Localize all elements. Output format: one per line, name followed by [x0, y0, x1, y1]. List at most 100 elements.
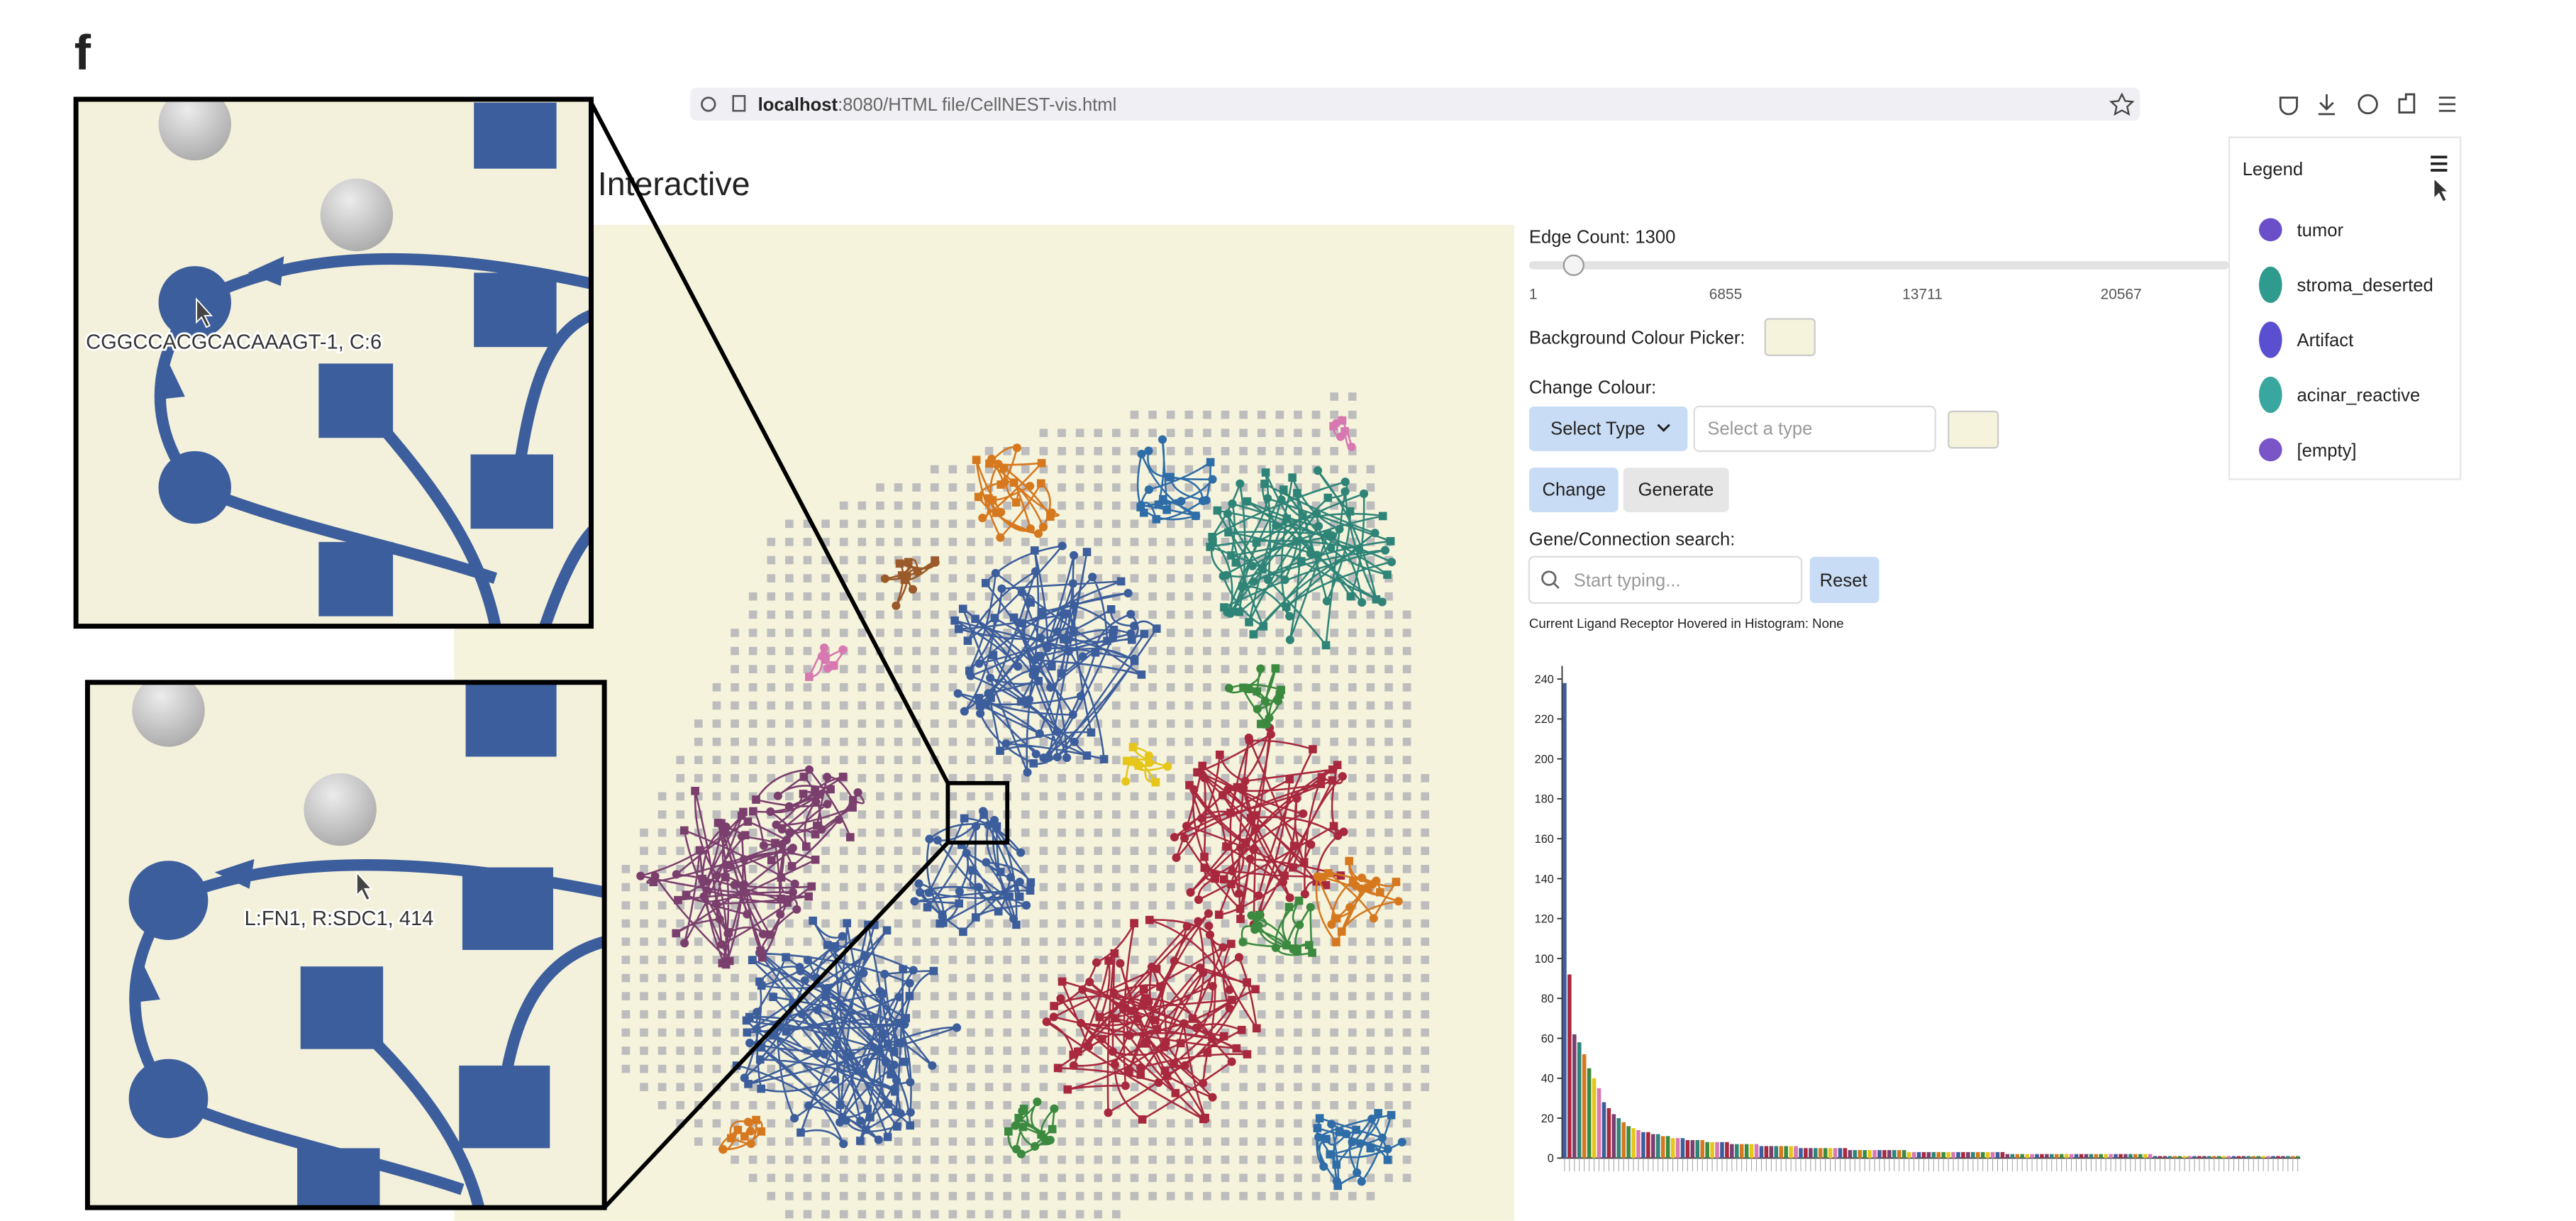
- histogram-bar[interactable]: [1720, 1142, 1724, 1159]
- generate-button[interactable]: [1623, 468, 1729, 512]
- histogram-bar[interactable]: [1735, 1144, 1739, 1159]
- histogram-bar[interactable]: [2138, 1154, 2143, 1159]
- histogram-bar[interactable]: [1660, 1136, 1665, 1159]
- histogram-bar[interactable]: [1818, 1148, 1823, 1159]
- histogram-bar[interactable]: [1685, 1139, 1690, 1159]
- histogram-bar[interactable]: [2025, 1154, 2029, 1159]
- histogram-bar[interactable]: [2281, 1156, 2285, 1159]
- histogram-bar[interactable]: [2128, 1154, 2133, 1159]
- histogram-bar[interactable]: [2045, 1154, 2049, 1159]
- histogram-bar[interactable]: [1730, 1144, 1734, 1159]
- legend-menu-icon[interactable]: [2431, 155, 2448, 172]
- histogram-bar[interactable]: [2276, 1156, 2280, 1159]
- histogram-bar[interactable]: [1902, 1150, 1906, 1159]
- histogram-bar[interactable]: [1814, 1148, 1818, 1159]
- histogram-bar[interactable]: [2119, 1154, 2123, 1159]
- account-icon[interactable]: [2358, 94, 2378, 115]
- histogram-bar[interactable]: [1961, 1151, 1965, 1159]
- histogram-bar[interactable]: [1616, 1118, 1621, 1159]
- histogram-bar[interactable]: [2094, 1154, 2099, 1159]
- histogram-bar[interactable]: [1636, 1129, 1640, 1159]
- histogram-bar[interactable]: [1567, 974, 1572, 1159]
- histogram-bar[interactable]: [2000, 1151, 2005, 1159]
- histogram-bar[interactable]: [1799, 1148, 1803, 1159]
- histogram-bar[interactable]: [2163, 1156, 2167, 1159]
- histogram-bar[interactable]: [1804, 1148, 1808, 1159]
- histogram-bar[interactable]: [1695, 1139, 1700, 1159]
- histogram-bar[interactable]: [2035, 1154, 2039, 1159]
- histogram-bar[interactable]: [1916, 1151, 1921, 1159]
- histogram-bar[interactable]: [2226, 1156, 2231, 1159]
- histogram-bar[interactable]: [1582, 1054, 1587, 1159]
- histogram-bar[interactable]: [1562, 683, 1567, 1159]
- histogram-bar[interactable]: [2216, 1156, 2221, 1159]
- histogram-bar[interactable]: [1809, 1148, 1813, 1159]
- extensions-icon[interactable]: [2398, 93, 2416, 114]
- histogram-bar[interactable]: [1887, 1150, 1892, 1159]
- histogram-bar[interactable]: [2064, 1154, 2069, 1159]
- histogram-bar[interactable]: [2286, 1156, 2290, 1159]
- histogram-bar[interactable]: [1838, 1148, 1843, 1159]
- histogram-bar[interactable]: [1592, 1078, 1597, 1159]
- histogram-bar[interactable]: [1985, 1151, 1990, 1159]
- histogram-bar[interactable]: [2099, 1154, 2103, 1159]
- histogram-bar[interactable]: [1833, 1148, 1838, 1159]
- histogram-bar[interactable]: [1606, 1107, 1611, 1159]
- histogram-bar[interactable]: [1956, 1151, 1960, 1159]
- histogram-bar[interactable]: [1670, 1138, 1675, 1159]
- address-bar[interactable]: [690, 87, 2141, 121]
- menu-icon[interactable]: [2438, 96, 2456, 112]
- histogram-bar[interactable]: [1779, 1146, 1783, 1159]
- histogram-bar[interactable]: [1872, 1150, 1877, 1159]
- histogram-bar[interactable]: [2040, 1154, 2044, 1159]
- histogram-bar[interactable]: [1951, 1151, 1955, 1159]
- histogram-bar[interactable]: [2005, 1154, 2010, 1159]
- histogram-bar[interactable]: [2246, 1156, 2251, 1159]
- reset-button[interactable]: [1809, 556, 1880, 604]
- pocket-icon[interactable]: [2279, 96, 2298, 116]
- histogram-bar[interactable]: [2187, 1156, 2192, 1159]
- histogram-bar[interactable]: [1587, 1068, 1592, 1159]
- histogram-bar[interactable]: [1611, 1114, 1616, 1159]
- histogram-bar[interactable]: [2158, 1156, 2163, 1159]
- histogram-bar[interactable]: [2050, 1154, 2054, 1159]
- download-icon[interactable]: [2318, 94, 2336, 116]
- histogram-bar[interactable]: [2212, 1156, 2216, 1159]
- histogram-bar[interactable]: [1936, 1151, 1941, 1159]
- histogram-bar[interactable]: [1601, 1102, 1606, 1159]
- color-swatch[interactable]: [1764, 318, 1816, 356]
- histogram-bar[interactable]: [1848, 1150, 1853, 1159]
- histogram-bar[interactable]: [1744, 1144, 1749, 1159]
- histogram-bar[interactable]: [2114, 1154, 2118, 1159]
- histogram-bar[interactable]: [2074, 1154, 2079, 1159]
- histogram-bar[interactable]: [2167, 1156, 2172, 1159]
- histogram-bar[interactable]: [1882, 1150, 1887, 1159]
- histogram-bar[interactable]: [1651, 1134, 1655, 1159]
- histogram-bar[interactable]: [1715, 1142, 1719, 1159]
- histogram-bar[interactable]: [1710, 1142, 1714, 1159]
- histogram-bar[interactable]: [2079, 1154, 2084, 1159]
- histogram-bar[interactable]: [2133, 1154, 2138, 1159]
- histogram-bar[interactable]: [2261, 1156, 2265, 1159]
- histogram-bar[interactable]: [2015, 1154, 2020, 1159]
- histogram-bar[interactable]: [2221, 1156, 2226, 1159]
- histogram-bar[interactable]: [2054, 1154, 2059, 1159]
- histogram-bar[interactable]: [1823, 1148, 1828, 1159]
- histogram-bar[interactable]: [1975, 1151, 1980, 1159]
- histogram-bar[interactable]: [2295, 1156, 2300, 1159]
- histogram-bar[interactable]: [1946, 1151, 1950, 1159]
- histogram-bar[interactable]: [1794, 1146, 1798, 1159]
- histogram-bar[interactable]: [1641, 1132, 1645, 1159]
- histogram-bar[interactable]: [1749, 1144, 1754, 1159]
- histogram-bar[interactable]: [1725, 1142, 1729, 1159]
- histogram-bar[interactable]: [1966, 1151, 1970, 1159]
- histogram-bar[interactable]: [1665, 1136, 1670, 1159]
- histogram-bar[interactable]: [1626, 1126, 1631, 1159]
- histogram-bar[interactable]: [1867, 1150, 1872, 1159]
- histogram-bar[interactable]: [1990, 1151, 1995, 1159]
- histogram-bar[interactable]: [1853, 1150, 1858, 1159]
- histogram-bar[interactable]: [1739, 1144, 1744, 1159]
- histogram-bar[interactable]: [2207, 1156, 2211, 1159]
- histogram-bar[interactable]: [1631, 1128, 1636, 1159]
- histogram-bar[interactable]: [2123, 1154, 2128, 1159]
